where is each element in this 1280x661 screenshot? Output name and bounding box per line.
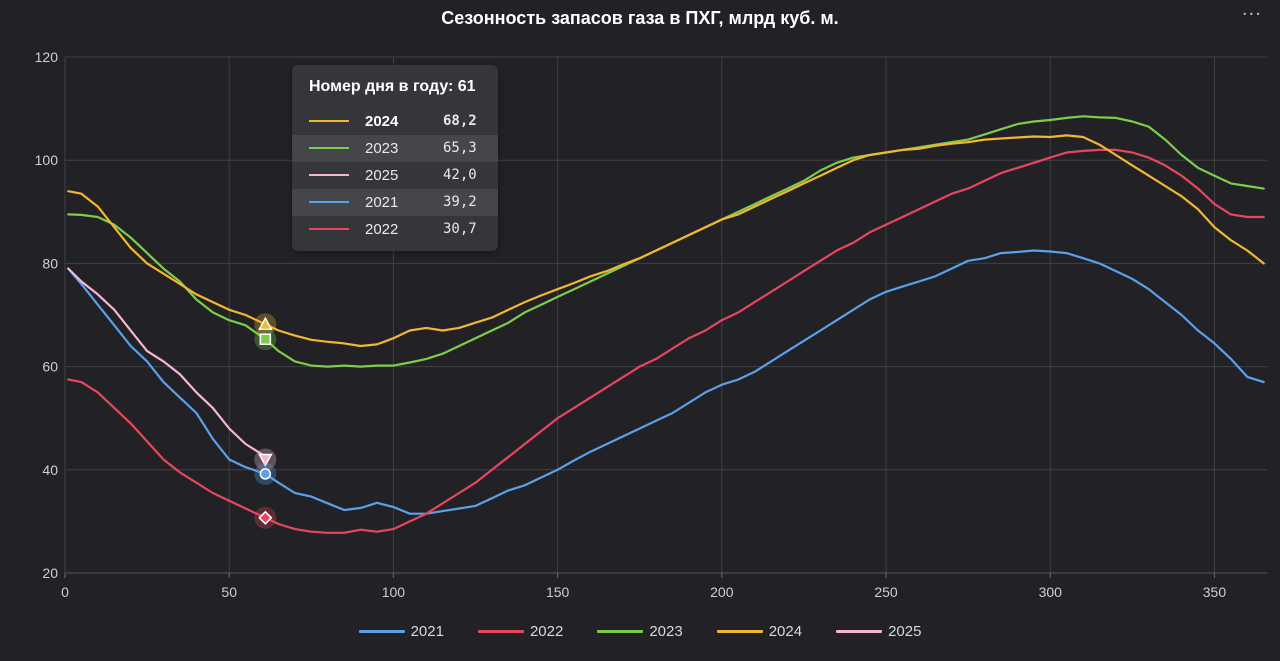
series-line-2022 — [67, 148, 1265, 534]
legend-swatch — [358, 629, 405, 633]
tooltip-series-name: 2025 — [365, 167, 399, 184]
marker-2024 — [258, 316, 273, 331]
chart-title: Сезонность запасов газа в ПХГ, млрд куб.… — [441, 8, 839, 28]
legend-swatch — [597, 629, 644, 633]
y-tick-label: 40 — [42, 462, 58, 478]
series-line-2021 — [67, 249, 1265, 515]
legend-label: 2024 — [768, 622, 803, 640]
tooltip-series-value: 65,3 — [443, 140, 477, 156]
hover-markers — [254, 313, 277, 529]
y-tick-label: 80 — [42, 255, 58, 271]
x-tick-label: 300 — [1039, 584, 1063, 600]
tooltip-row-2025: 2025 42,0 — [292, 162, 498, 189]
series-line-2025 — [67, 267, 267, 461]
tooltip-series-value: 68,2 — [443, 113, 477, 129]
x-tick-label: 150 — [546, 584, 570, 600]
tooltip-swatch — [309, 174, 349, 176]
legend-label: 2023 — [649, 622, 683, 640]
tooltip-swatch — [309, 147, 349, 149]
marker-2025 — [258, 453, 273, 468]
tooltip-series-name: 2023 — [365, 140, 399, 157]
series-lines — [67, 115, 1265, 534]
legend-item-2022[interactable]: 2022 — [477, 622, 564, 640]
axis-ticks: 20 40 60 80 100 120 0 50 100 150 200 250 300 350 — [35, 49, 1227, 600]
series-line-2024 — [67, 134, 1265, 348]
tooltip-row-2022: 2022 30,7 — [292, 216, 498, 243]
y-tick-label: 120 — [35, 49, 59, 65]
tooltip-swatch — [309, 228, 349, 230]
legend-swatch — [477, 629, 524, 633]
legend-label: 2022 — [529, 622, 564, 640]
y-tick-label: 60 — [42, 359, 58, 375]
tooltip-series-name: 2021 — [365, 194, 399, 211]
grid-lines — [64, 56, 1267, 578]
legend-label: 2025 — [888, 622, 922, 640]
tooltip-row-2021: 2021 39,2 — [292, 189, 498, 216]
legend-swatch — [836, 629, 883, 633]
series-line-2023 — [67, 115, 1265, 368]
y-tick-label: 100 — [35, 152, 59, 168]
marker-2022 — [258, 510, 273, 525]
x-tick-label: 100 — [382, 584, 406, 600]
y-tick-label: 20 — [42, 565, 58, 581]
tooltip: Номер дня в году: 61 2024 68,2 2023 65,3… — [292, 65, 498, 251]
marker-2023 — [259, 333, 272, 346]
tooltip-series-name: 2022 — [365, 221, 399, 238]
x-tick-label: 200 — [710, 584, 734, 600]
x-tick-label: 50 — [221, 584, 237, 600]
tooltip-series-value: 30,7 — [443, 221, 477, 237]
tooltip-series-value: 42,0 — [443, 167, 477, 183]
marker-2021 — [259, 468, 272, 480]
tooltip-title: Номер дня в году: 61 — [309, 78, 476, 95]
tooltip-series-name: 2024 — [365, 113, 399, 130]
legend-item-2021[interactable]: 2021 — [358, 622, 444, 640]
tooltip-row-2024: 2024 68,2 — [292, 108, 498, 135]
tooltip-row-2023: 2023 65,3 — [292, 135, 498, 162]
tooltip-swatch — [309, 201, 349, 203]
more-horizontal-icon[interactable]: ··· — [1241, 4, 1262, 25]
legend-item-2025[interactable]: 2025 — [836, 623, 921, 640]
x-tick-label: 350 — [1203, 584, 1227, 600]
legend-swatch — [716, 629, 763, 633]
x-tick-label: 0 — [61, 584, 69, 600]
legend-item-2023[interactable]: 2023 — [597, 622, 683, 640]
tooltip-swatch — [309, 120, 349, 122]
legend-item-2024[interactable]: 2024 — [716, 622, 803, 640]
x-tick-label: 250 — [874, 584, 898, 600]
legend-label: 2021 — [410, 622, 444, 640]
chart-legend: 2021 2022 2023 2024 2025 — [0, 620, 1280, 642]
tooltip-series-value: 39,2 — [443, 194, 477, 210]
